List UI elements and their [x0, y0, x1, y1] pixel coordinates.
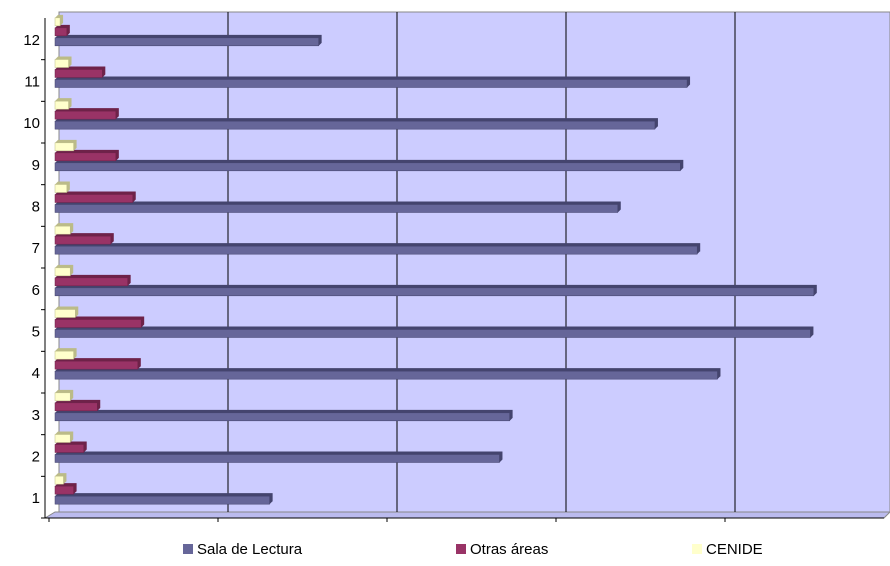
bar — [54, 245, 698, 255]
y-tick-label: 2 — [32, 448, 40, 465]
bar — [54, 475, 64, 485]
y-tick-label: 7 — [32, 240, 40, 257]
plot-floor — [43, 511, 890, 519]
bar — [54, 309, 76, 318]
bar — [54, 434, 71, 443]
y-tick-label: 4 — [32, 365, 40, 382]
y-tick-label: 5 — [32, 323, 40, 340]
bar — [54, 184, 68, 193]
bar — [54, 204, 619, 213]
y-tick-label: 12 — [23, 32, 40, 49]
y-tick-label: 6 — [32, 282, 40, 299]
bar — [54, 329, 811, 338]
bar — [54, 412, 510, 422]
bar — [54, 59, 69, 68]
bar — [54, 152, 117, 162]
bar — [54, 79, 688, 88]
bar — [54, 495, 270, 505]
bar — [54, 162, 681, 172]
legend-label: Sala de Lectura — [197, 541, 303, 558]
bar — [54, 319, 142, 328]
bar — [54, 402, 98, 412]
legend-label: Otras áreas — [470, 541, 548, 558]
bar — [54, 142, 74, 152]
bar — [54, 370, 718, 380]
plot-wall — [58, 11, 890, 513]
bar — [54, 110, 117, 120]
legend-swatch — [456, 544, 466, 554]
legend-swatch — [692, 544, 702, 554]
bar — [54, 225, 71, 235]
bar — [54, 485, 74, 495]
bar — [54, 120, 656, 130]
bar — [54, 37, 319, 47]
bar — [54, 287, 815, 297]
bar — [54, 444, 84, 453]
bar — [54, 235, 112, 245]
bar — [54, 267, 71, 277]
y-tick-label: 9 — [32, 157, 40, 174]
y-tick-label: 8 — [32, 198, 40, 215]
bar — [54, 100, 69, 110]
bar — [54, 69, 103, 78]
bar — [54, 17, 61, 27]
bar — [54, 27, 68, 37]
bar — [54, 277, 128, 287]
bar — [54, 360, 139, 370]
legend-label: CENIDE — [706, 541, 763, 558]
y-tick-label: 10 — [23, 115, 40, 132]
y-tick-label: 1 — [32, 490, 40, 507]
bar — [54, 350, 74, 360]
bar — [54, 454, 500, 463]
y-tick-label: 3 — [32, 407, 40, 424]
bar — [54, 392, 71, 402]
y-tick-label: 11 — [24, 73, 40, 90]
legend-swatch — [183, 544, 193, 554]
bar — [54, 194, 133, 203]
